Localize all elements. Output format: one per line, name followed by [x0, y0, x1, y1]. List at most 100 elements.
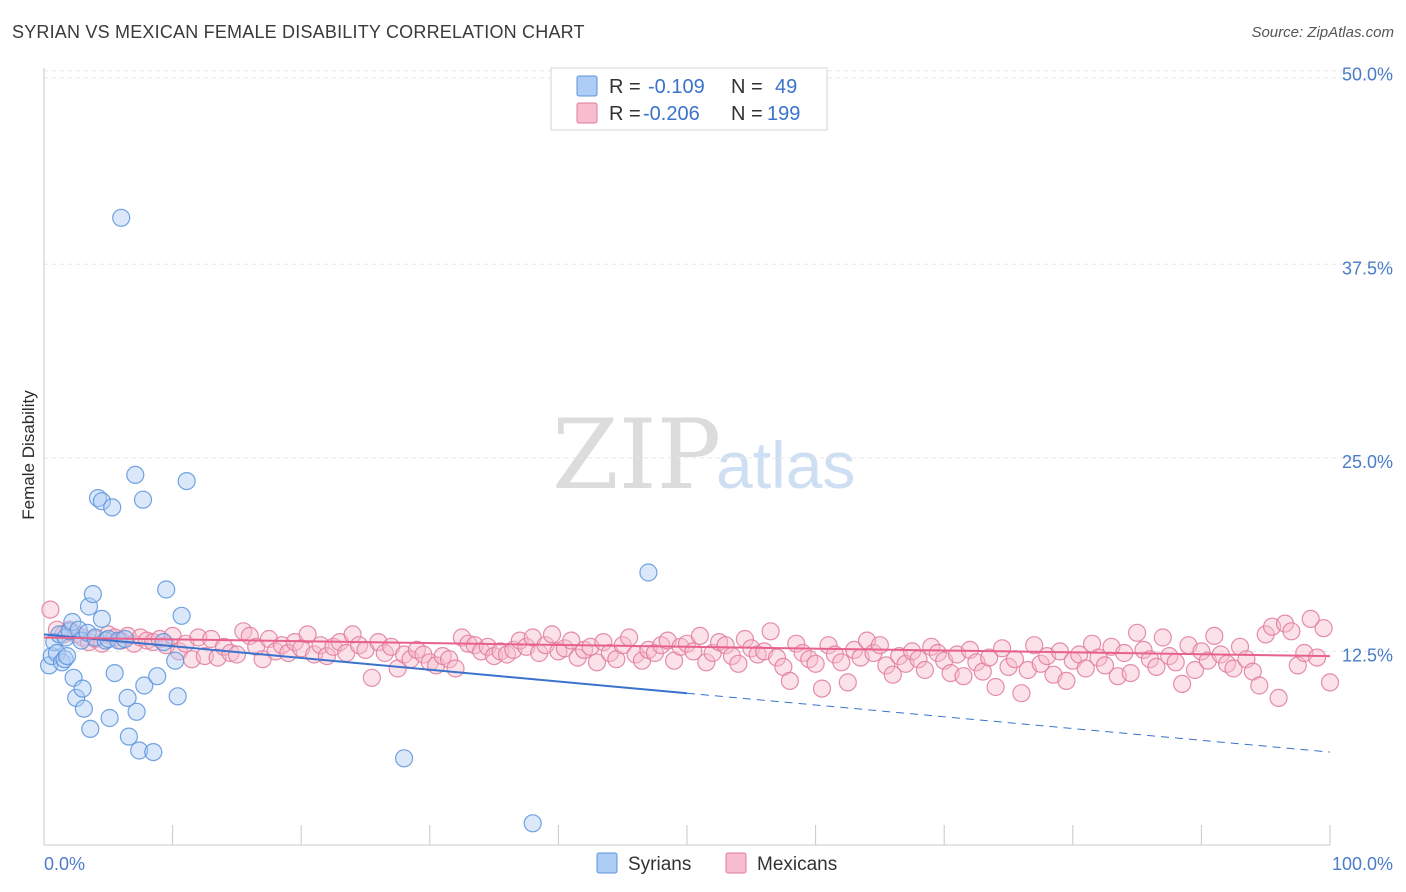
mexican-point — [883, 665, 902, 684]
mexican-point — [812, 679, 832, 698]
syrian-point — [157, 580, 176, 599]
syrian-point — [172, 606, 191, 625]
mexican-point — [980, 648, 999, 667]
mexican-point — [1192, 642, 1211, 661]
syrian-point — [639, 563, 658, 582]
mexican-point — [440, 650, 459, 669]
watermark: ZIP atlas — [552, 399, 855, 511]
syrians-trend-extension — [686, 692, 1331, 753]
syrian-point — [127, 702, 146, 721]
mexican-point — [1172, 674, 1192, 694]
mexican-point — [1127, 623, 1147, 642]
syrian-point — [395, 749, 414, 768]
mexican-point — [362, 668, 381, 687]
mexican-point — [761, 622, 780, 641]
mexican-point — [1076, 659, 1095, 678]
syrian-point — [135, 676, 154, 695]
mexican-point — [1121, 663, 1140, 683]
syrian-point — [168, 687, 187, 706]
syrian-point — [74, 699, 94, 718]
mexican-point — [41, 600, 60, 619]
y-tick-labels: 12.5% 25.0% 37.5% 50.0% — [1342, 65, 1393, 666]
watermark-atlas: atlas — [716, 428, 855, 502]
mexican-point — [619, 628, 639, 647]
syrian-point — [57, 646, 77, 666]
y-tick-label: 50.0% — [1342, 65, 1393, 85]
mexican-point — [992, 639, 1012, 658]
mexican-point — [986, 677, 1005, 697]
mexican-point — [446, 659, 465, 678]
legend-n-label: N = — [731, 76, 763, 98]
mexican-point — [542, 625, 562, 644]
mexican-point — [806, 654, 825, 673]
syrian-point — [119, 727, 138, 746]
y-tick-label: 12.5% — [1342, 645, 1393, 665]
syrian-point — [118, 688, 137, 708]
mexican-point — [716, 636, 735, 655]
syrian-point — [81, 719, 100, 739]
mexican-point — [652, 636, 671, 655]
mexican-point — [838, 673, 857, 692]
legend-r-label: R = — [609, 76, 641, 98]
syrian-point — [154, 632, 173, 652]
syrian-point — [103, 498, 122, 517]
series-syrians — [39, 208, 658, 833]
mexican-point — [780, 671, 800, 691]
mexican-point — [587, 653, 607, 672]
legend-n-label: N = — [731, 103, 763, 125]
mexican-point — [697, 653, 716, 672]
mexicans-trend-line — [43, 636, 1331, 658]
watermark-zip: ZIP — [552, 399, 721, 511]
mexican-point — [1205, 626, 1224, 646]
legend-n-value-syrians: 49 — [775, 76, 797, 98]
source-label: Source: ZipAtlas.com — [1251, 24, 1394, 41]
syrian-point — [166, 651, 185, 670]
mexican-point — [1320, 673, 1340, 692]
x-tick-label-max: 100.0% — [1332, 854, 1393, 874]
mexican-point — [1012, 684, 1031, 703]
mexican-point — [877, 656, 896, 675]
chart-title: SYRIAN VS MEXICAN FEMALE DISABILITY CORR… — [12, 22, 585, 42]
legend-swatch-syrians — [576, 75, 598, 97]
syrian-point — [112, 208, 131, 227]
mexican-point — [1095, 656, 1115, 675]
mexican-point — [1250, 676, 1269, 695]
mexican-point — [954, 667, 973, 686]
x-ticks — [43, 825, 1331, 845]
syrian-point — [177, 472, 196, 491]
syrian-point — [73, 679, 92, 698]
y-axis-title: Female Disability — [19, 390, 38, 520]
mexican-point — [1147, 657, 1166, 677]
mexican-point — [1153, 628, 1172, 647]
bottom-legend: Syrians Mexicans — [596, 852, 837, 875]
legend-n-value-mexicans: 199 — [767, 103, 800, 125]
mexican-point — [1314, 619, 1333, 638]
mexican-point — [497, 645, 517, 664]
legend-r-label: R = — [609, 103, 641, 125]
syrian-point — [55, 650, 74, 669]
syrian-point — [126, 465, 145, 484]
syrian-point — [144, 742, 163, 762]
mexican-point — [1185, 660, 1205, 680]
gridlines — [44, 70, 1393, 652]
mexican-point — [1166, 653, 1185, 672]
syrians-trend-line — [43, 633, 688, 695]
syrian-point — [92, 609, 112, 629]
syrian-point — [92, 492, 112, 511]
mexican-point — [227, 645, 246, 664]
mexican-point — [1301, 609, 1320, 629]
trend-lines — [43, 633, 1331, 753]
mexican-point — [1224, 659, 1243, 678]
mexican-point — [767, 648, 787, 667]
x-tick-label-min: 0.0% — [44, 854, 85, 874]
mexican-point — [298, 625, 317, 644]
mexican-point — [1269, 688, 1288, 708]
legend-r-value-mexicans: -0.206 — [643, 103, 700, 125]
mexican-point — [690, 626, 710, 646]
bottom-legend-swatch-mexicans — [725, 852, 747, 874]
bottom-legend-label-syrians: Syrians — [628, 854, 691, 875]
y-tick-label: 25.0% — [1342, 452, 1393, 472]
syrian-point — [130, 741, 149, 760]
bottom-legend-swatch-syrians — [596, 852, 618, 874]
